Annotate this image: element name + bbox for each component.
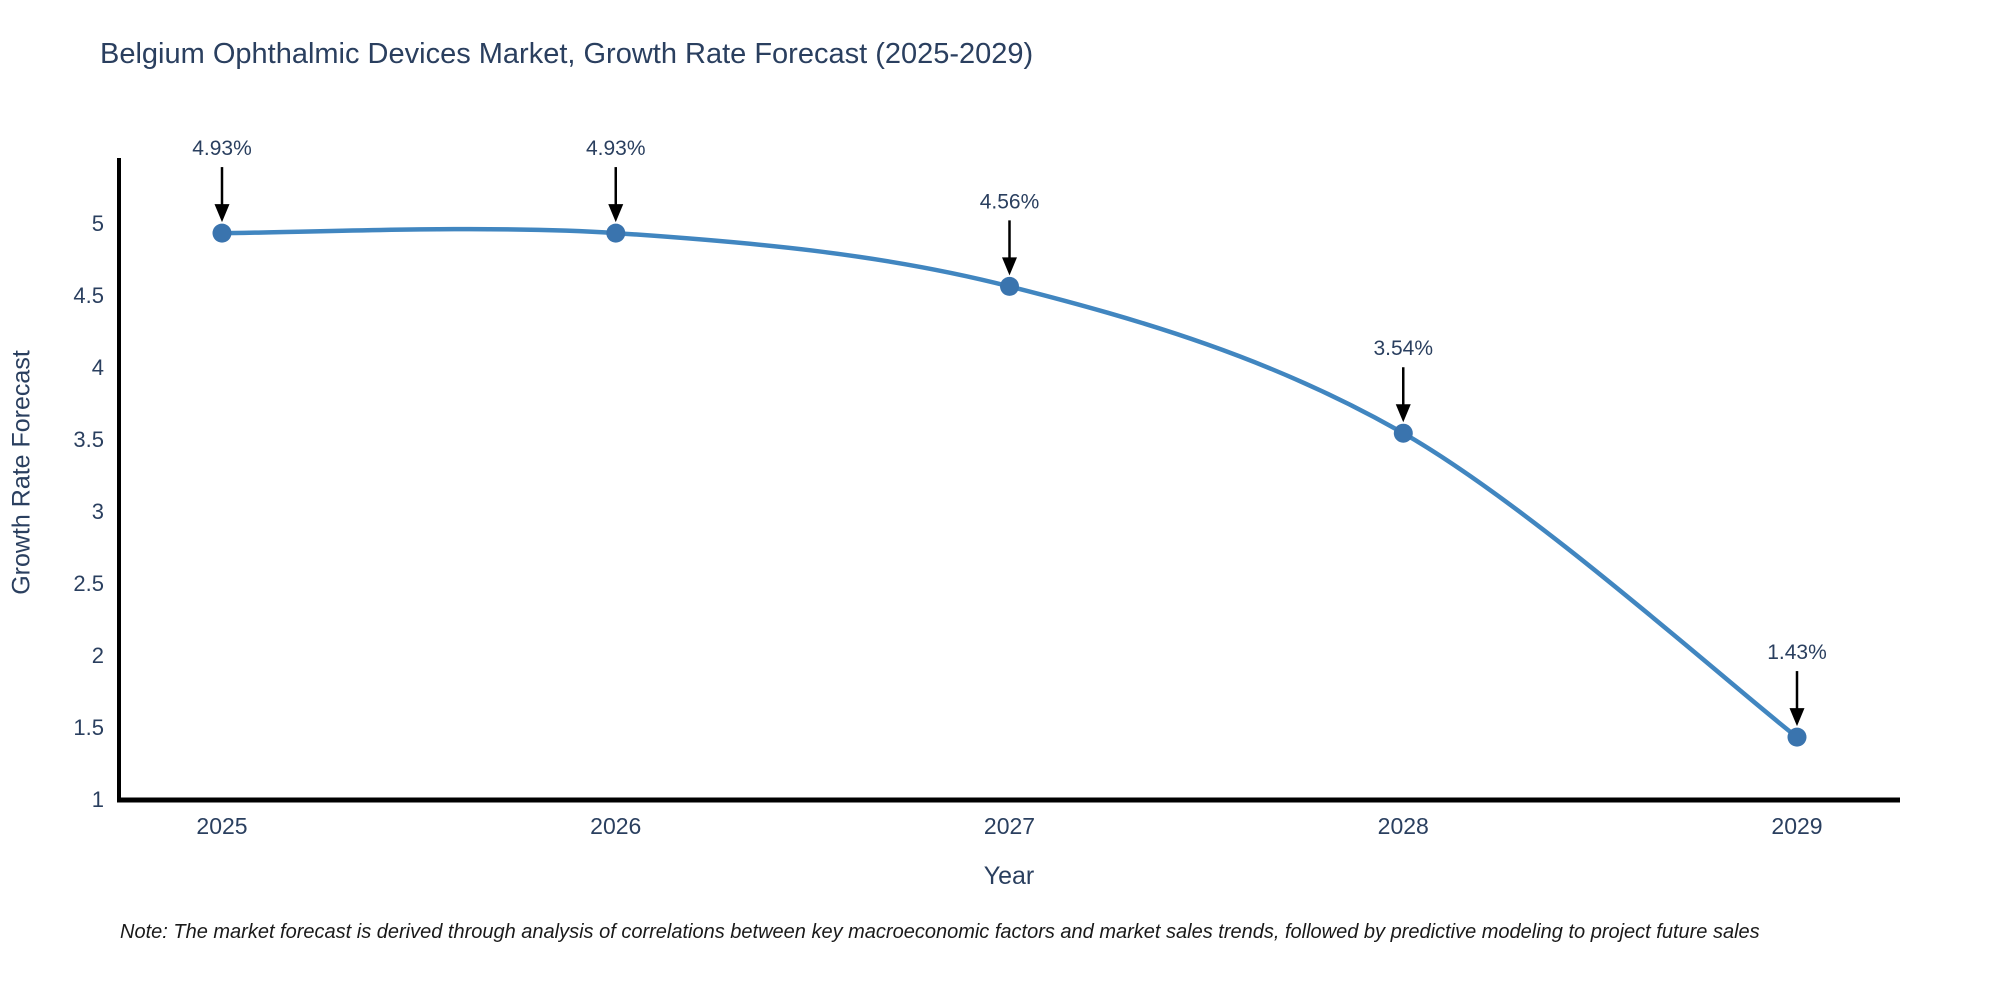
- y-tick-label: 3.5: [73, 427, 104, 452]
- annotation-label: 1.43%: [1767, 641, 1827, 664]
- x-tick-label: 2028: [1378, 813, 1429, 839]
- x-axis-title: Year: [983, 862, 1035, 890]
- data-point[interactable]: [1393, 423, 1413, 443]
- data-point[interactable]: [1787, 727, 1807, 747]
- annotation-label: 4.93%: [192, 137, 252, 160]
- x-tick-label: 2029: [1771, 813, 1822, 839]
- x-tick-label: 2025: [196, 813, 247, 839]
- annotation-arrow-head: [1002, 257, 1017, 276]
- annotation-label: 4.93%: [586, 137, 646, 160]
- y-tick-label: 2: [92, 643, 104, 668]
- annotation-arrow-head: [214, 204, 230, 223]
- annotation-arrow-head: [608, 204, 624, 223]
- x-tick-label: 2027: [984, 813, 1035, 839]
- annotation-arrow-head: [1789, 708, 1805, 727]
- y-tick-label: 1.5: [73, 715, 104, 740]
- annotation-arrow-head: [1395, 404, 1411, 423]
- y-tick-label: 1: [92, 787, 104, 812]
- y-tick-label: 2.5: [73, 571, 104, 596]
- data-point[interactable]: [1000, 276, 1019, 296]
- annotation-label: 3.54%: [1373, 337, 1433, 360]
- annotation-label: 4.56%: [980, 190, 1040, 213]
- x-tick-label: 2026: [590, 813, 641, 839]
- trend-line: [219, 226, 1800, 740]
- y-tick-label: 3: [92, 499, 104, 524]
- data-point[interactable]: [606, 223, 626, 243]
- data-point[interactable]: [212, 223, 232, 243]
- chart-title: Belgium Ophthalmic Devices Market, Growt…: [100, 38, 1034, 70]
- footnote-text: Note: The market forecast is derived thr…: [120, 921, 1760, 943]
- y-tick-label: 4: [92, 355, 104, 380]
- y-tick-label: 4.5: [73, 283, 104, 308]
- y-tick-label: 5: [92, 211, 104, 236]
